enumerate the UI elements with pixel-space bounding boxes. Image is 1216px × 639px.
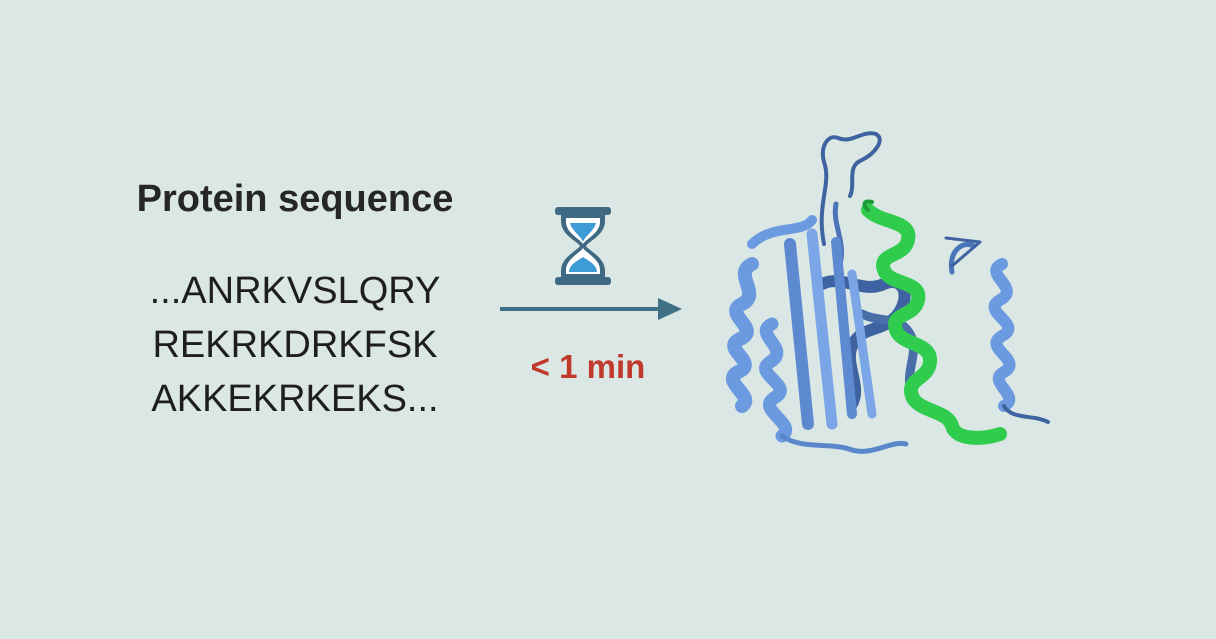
protein-structure-icon bbox=[726, 131, 1050, 454]
arrow-head bbox=[658, 298, 682, 320]
sequence-line: ...ANRKVSLQRY bbox=[149, 270, 441, 312]
helix-highlight bbox=[861, 203, 1007, 445]
loop bbox=[1002, 404, 1050, 424]
time-label: < 1 min bbox=[530, 348, 646, 385]
sequence-line: AKKEKRKEKS... bbox=[151, 378, 439, 420]
strand bbox=[831, 237, 857, 419]
sequence-title: Protein sequence bbox=[136, 178, 454, 220]
loop bbox=[862, 199, 874, 212]
sequence-text: ...ANRKVSLQRY REKRKDRKFSK AKKEKRKEKS... bbox=[96, 264, 494, 426]
strand bbox=[784, 238, 814, 430]
strand bbox=[847, 269, 877, 419]
loop bbox=[819, 131, 882, 246]
helix-main bbox=[759, 317, 793, 443]
helix-main bbox=[726, 257, 759, 413]
helix-main bbox=[988, 258, 1016, 412]
hourglass-icon bbox=[555, 207, 611, 285]
sequence-line: REKRKDRKFSK bbox=[152, 324, 438, 366]
loop bbox=[779, 433, 909, 454]
arrow-icon bbox=[500, 298, 682, 320]
helix-main bbox=[747, 215, 817, 249]
strand bbox=[806, 228, 838, 430]
loop bbox=[944, 236, 982, 268]
